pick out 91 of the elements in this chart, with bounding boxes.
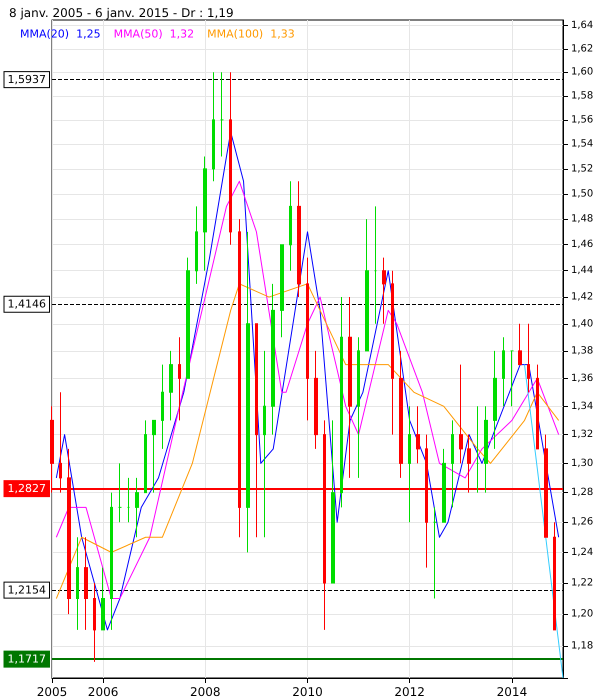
line-series — [56, 283, 560, 600]
candlestick — [374, 206, 377, 324]
candlestick — [399, 350, 403, 478]
line-series — [56, 180, 560, 600]
candlestick — [416, 406, 420, 464]
candlestick — [297, 180, 301, 298]
x-tick-label: 2014 — [496, 685, 528, 699]
candlestick — [553, 522, 556, 630]
candlestick — [178, 336, 181, 421]
candlestick — [144, 420, 147, 494]
candlestick — [195, 206, 198, 284]
candlestick — [280, 244, 284, 338]
x-tick-label: 2005 — [36, 685, 68, 699]
ref-line-label: 1,1717 — [8, 652, 46, 666]
y-tick-label: 1,54 — [571, 138, 594, 150]
candlestick — [169, 350, 173, 421]
candlestick — [476, 406, 479, 494]
y-tick-label: 1,38 — [571, 345, 594, 356]
y-tick-label: 1,32 — [571, 429, 594, 440]
candlestick — [161, 364, 164, 450]
candlestick — [340, 296, 343, 508]
y-tick-label: 1,46 — [571, 239, 594, 250]
candlestick — [433, 506, 437, 600]
candlestick — [408, 406, 411, 523]
candlestick — [357, 336, 360, 478]
y-tick-label: 1,52 — [571, 163, 594, 174]
candlestick — [459, 364, 463, 464]
candlestick — [127, 477, 130, 523]
y-tick-label: 1,58 — [571, 90, 594, 102]
candlestick — [110, 492, 113, 630]
y-tick-label: 1,36 — [571, 372, 594, 384]
candlestick — [306, 257, 309, 421]
chart-title: 8 janv. 2005 - 6 janv. 2015 - Dr : 1,19 — [9, 6, 234, 20]
candlestick — [101, 567, 105, 630]
y-tick-label: 1,60 — [571, 66, 594, 78]
y-tick-label: 1,34 — [571, 400, 594, 412]
candlestick — [152, 420, 156, 494]
candlestick — [391, 270, 394, 436]
candlestick — [365, 218, 369, 352]
y-tick-label: 1,26 — [571, 516, 594, 528]
candlestick — [203, 156, 207, 272]
y-tick-label: 1,62 — [571, 43, 594, 54]
candlestick — [186, 257, 190, 379]
candlestick — [510, 350, 514, 407]
candlestick — [536, 364, 539, 450]
y-tick-label: 1,64 — [571, 20, 594, 32]
y-tick-label: 1,48 — [571, 214, 594, 225]
candlestick — [502, 336, 505, 407]
y-tick-label: 1,28 — [571, 487, 594, 498]
y-tick-label: 1,42 — [571, 292, 594, 303]
candlestick — [212, 72, 215, 182]
candlestick — [271, 283, 275, 436]
candlestick — [442, 448, 446, 523]
ref-line-label: 1,5937 — [8, 73, 46, 86]
y-tick-label: 1,18 — [571, 640, 594, 652]
ref-line-label: 1,2154 — [8, 584, 46, 597]
candlestick — [493, 350, 497, 450]
y-tick-label: 1,40 — [571, 318, 594, 330]
x-tick-label: 2010 — [292, 685, 323, 699]
candlestick — [518, 323, 522, 366]
text: MMA(50) 1,32 — [114, 28, 194, 40]
y-tick-label: 1,20 — [571, 608, 594, 620]
candlestick — [331, 420, 335, 584]
candlestick — [135, 477, 139, 538]
candlestick — [289, 180, 292, 272]
candlestick — [84, 536, 88, 630]
y-tick-label: 1,22 — [571, 578, 594, 589]
candlestick — [93, 582, 96, 662]
x-tick-label: 2006 — [88, 685, 118, 699]
candlestick — [348, 296, 352, 478]
candlestick — [382, 257, 386, 324]
candlestick — [314, 350, 318, 450]
y-tick-label: 1,30 — [571, 458, 594, 469]
candlestick — [263, 350, 266, 538]
candlestick — [229, 72, 232, 246]
x-tick-label: 2008 — [190, 685, 220, 699]
candlestick — [220, 72, 224, 158]
x-tick-label: 2012 — [394, 685, 425, 699]
candlestick — [118, 462, 122, 523]
text: MMA(100) 1,33 — [207, 28, 295, 40]
y-tick-label: 1,24 — [571, 546, 594, 558]
ref-line-label: 1,2827 — [8, 482, 46, 496]
y-tick-label: 1,50 — [571, 188, 594, 200]
y-tick-label: 1,44 — [571, 265, 594, 276]
y-tick-label: 1,56 — [571, 114, 594, 126]
candlestick — [451, 420, 454, 508]
candlestick — [76, 536, 79, 630]
candlestick — [246, 231, 250, 553]
candlestick — [527, 323, 530, 393]
ref-line-label: 1,4146 — [8, 298, 46, 311]
candlestick — [484, 406, 488, 494]
